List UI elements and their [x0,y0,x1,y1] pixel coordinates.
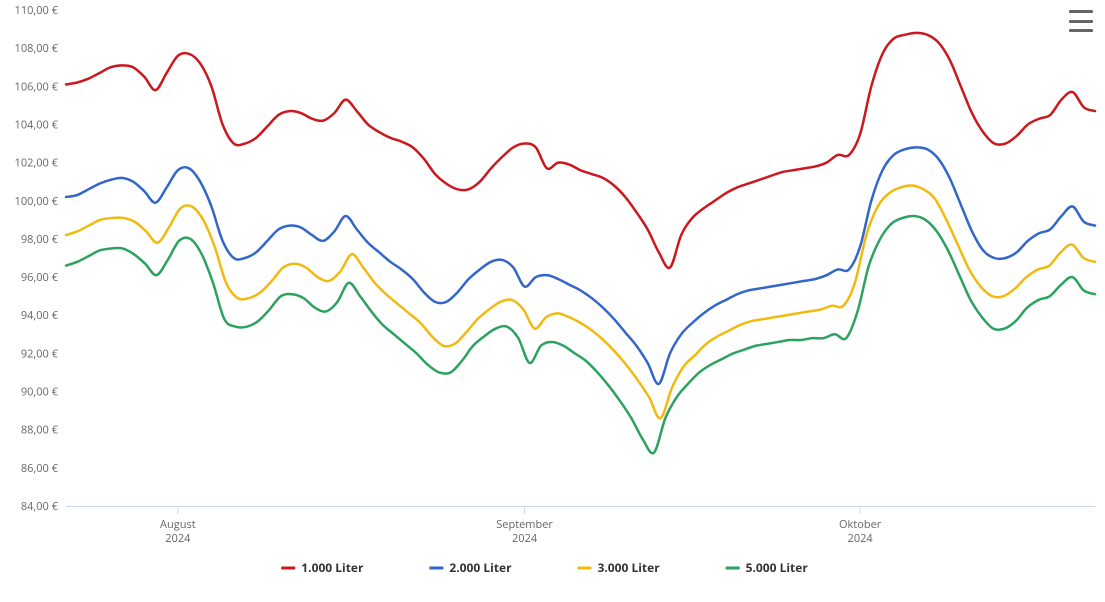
y-axis-label: 106,00 € [15,79,59,94]
legend-label: 2.000 Liter [449,559,512,576]
legend-item[interactable]: 5.000 Liter [726,559,809,576]
y-axis-label: 84,00 € [21,499,59,514]
series-line[interactable] [66,216,1095,453]
y-axis-label: 104,00 € [15,117,59,132]
x-axis-label-year: 2024 [848,531,874,546]
legend-item[interactable]: 3.000 Liter [578,559,661,576]
y-axis-label: 96,00 € [21,270,59,285]
y-axis-label: 108,00 € [15,41,59,56]
y-axis-label: 88,00 € [21,423,59,438]
chart-svg: 84,00 € 86,00 € 88,00 € 90,00 € 92,00 € 94,00… [0,0,1105,602]
y-axis-label: 94,00 € [21,308,59,323]
legend-item[interactable]: 1.000 Liter [281,559,364,576]
y-axis-label: 86,00 € [21,461,59,476]
x-axis-label-year: 2024 [165,531,191,546]
legend-label: 5.000 Liter [746,559,809,576]
y-axis-label: 98,00 € [21,232,59,247]
y-axis-label: 102,00 € [15,156,59,171]
y-axis-label: 100,00 € [15,194,59,209]
price-chart: 84,00 € 86,00 € 88,00 € 90,00 € 92,00 € 94,00… [0,0,1105,602]
x-axis-label-month: Oktober [839,517,882,532]
x-axis-label-month: August [160,517,196,532]
legend-item[interactable]: 2.000 Liter [429,559,512,576]
legend-label: 3.000 Liter [598,559,661,576]
x-axis-label-month: September [496,517,553,532]
legend-label: 1.000 Liter [301,559,364,576]
y-axis-label: 90,00 € [21,385,59,400]
y-axis-label: 110,00 € [15,3,59,18]
series-line[interactable] [66,185,1095,418]
x-axis-label-year: 2024 [512,531,538,546]
y-axis-label: 92,00 € [21,346,59,361]
chart-menu-button[interactable] [1069,8,1093,34]
